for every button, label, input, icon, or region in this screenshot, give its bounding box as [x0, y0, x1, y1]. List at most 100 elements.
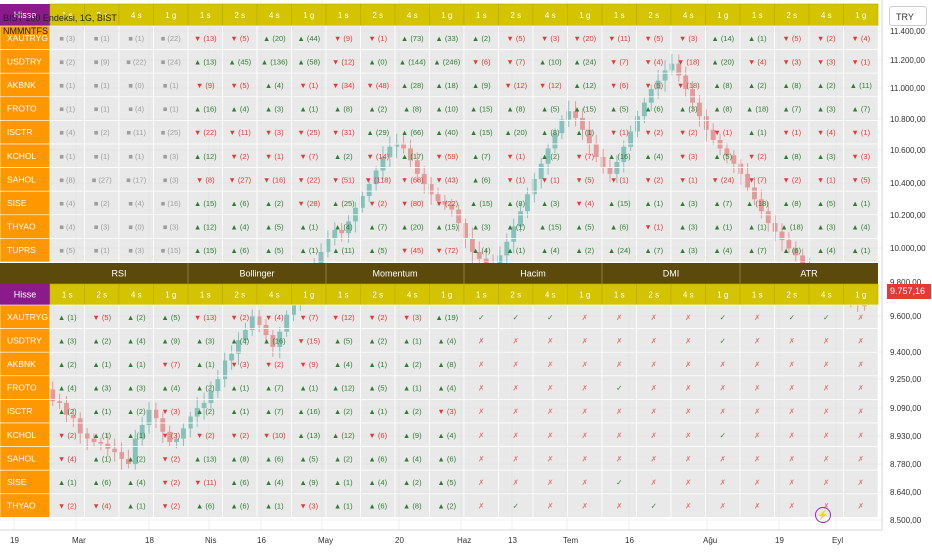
- timeframe-header-label: 2 s: [786, 291, 797, 300]
- signal-cell-value: ▲ (9): [472, 81, 491, 90]
- signal-cell-value: ✗: [685, 313, 691, 322]
- time-tick-label: 19: [10, 536, 19, 545]
- signal-cell-value: ✗: [478, 336, 484, 345]
- signal-cell-value: ▲ (2): [58, 407, 77, 416]
- signal-cell-value: ✗: [513, 384, 519, 393]
- signal-cell-value: ✗: [685, 336, 691, 345]
- signal-cell-value: ✗: [616, 336, 622, 345]
- timeframe-header-label: 1 g: [165, 11, 176, 20]
- signal-cell-value: ▲ (33): [435, 34, 458, 43]
- signal-cell-value: ■ (4): [59, 223, 75, 232]
- currency-button[interactable]: TRY: [889, 6, 927, 26]
- signal-cell-value: ✗: [651, 478, 657, 487]
- signal-cell-value: ✗: [513, 454, 519, 463]
- signal-cell-value: ▲ (20): [401, 223, 424, 232]
- signal-cell-value: ▲ (3): [196, 336, 215, 345]
- signal-cell-value: ■ (1): [94, 34, 110, 43]
- signal-cell-value: ■ (2): [94, 199, 110, 208]
- signal-cell-value: ▲ (3): [541, 199, 560, 208]
- time-axis-bg[interactable]: [0, 530, 882, 550]
- symbol-label: FROTO: [7, 383, 37, 393]
- signal-cell-value: ▼ (13): [194, 34, 217, 43]
- signal-cell-value: ✗: [651, 431, 657, 440]
- signal-cell-value: ▲ (136): [261, 57, 289, 66]
- signal-cell-value: ▲ (1): [748, 34, 767, 43]
- signal-cell-value: ▲ (5): [575, 223, 594, 232]
- signal-cell-value: ▲ (7): [782, 105, 801, 114]
- signal-cell-value: ✗: [616, 360, 622, 369]
- symbol-label: XAUTRYG: [7, 33, 48, 43]
- signal-cell-value: ✗: [789, 502, 795, 511]
- signal-cell-value: ▼ (6): [610, 81, 629, 90]
- price-axis-bg[interactable]: [882, 0, 932, 550]
- signal-cell-value: ✗: [478, 502, 484, 511]
- signal-cell-value: ▲ (12): [332, 384, 355, 393]
- signal-cell-value: ▲ (25): [332, 199, 355, 208]
- timeframe-header-label: 1 g: [303, 291, 314, 300]
- signal-cell-value: ▲ (16): [608, 152, 631, 161]
- lightning-event-icon[interactable]: ⚡: [815, 507, 831, 523]
- signal-cell-value: ▲ (5): [265, 223, 284, 232]
- signal-cell-value: ■ (3): [128, 246, 144, 255]
- signal-cell-value: ▲ (6): [265, 454, 284, 463]
- signal-cell-value: ✗: [754, 478, 760, 487]
- signal-cell-value: ▲ (4): [817, 246, 836, 255]
- chart-symbol-title[interactable]: BIST 100 Endeksi, 1G, BIST: [3, 13, 117, 23]
- signal-cell-value: ▲ (12): [332, 431, 355, 440]
- timeframe-header-label: 1 s: [62, 291, 73, 300]
- signal-cell-value: ▲ (2): [748, 81, 767, 90]
- timeframe-header-label: 2 s: [372, 11, 383, 20]
- indicator-short-name[interactable]: NMMNTFS: [3, 26, 48, 36]
- signal-cell-value: ✗: [616, 502, 622, 511]
- signal-cell-value: ▼ (5): [92, 313, 111, 322]
- signal-cell-value: ▲ (45): [228, 57, 251, 66]
- signal-cell-value: ▼ (2): [782, 175, 801, 184]
- signal-cell-value: ▼ (1): [610, 128, 629, 137]
- signal-cell-value: ▲ (2): [92, 336, 111, 345]
- signal-cell-value: ✗: [754, 336, 760, 345]
- signal-cell-value: ✗: [616, 454, 622, 463]
- signal-cell-value: ▲ (6): [230, 199, 249, 208]
- signal-cell-value: ▲ (18): [746, 199, 769, 208]
- signal-cell-value: ▼ (20): [573, 34, 596, 43]
- signal-cell-value: ▲ (18): [780, 223, 803, 232]
- timeframe-header-label: 1 s: [476, 291, 487, 300]
- signal-cell-value: ▲ (1): [92, 454, 111, 463]
- signal-cell-value: ▼ (2): [679, 128, 698, 137]
- signal-cell-value: ■ (1): [59, 152, 75, 161]
- signal-cell-value: ▼ (2): [368, 199, 387, 208]
- timeframe-header-label: 4 s: [407, 11, 418, 20]
- signal-cell-value: ▼ (7): [299, 152, 318, 161]
- signal-cell-value: ■ (3): [163, 152, 179, 161]
- signal-cell-value: ✗: [478, 360, 484, 369]
- signal-cell-value: ▼ (1): [782, 128, 801, 137]
- signal-cell-value: ✗: [858, 360, 864, 369]
- signal-cell-value: ▲ (2): [403, 360, 422, 369]
- timeframe-header-label: 1 g: [579, 291, 590, 300]
- timeframe-header-label: 1 s: [200, 291, 211, 300]
- signal-cell-value: ▲ (15): [608, 199, 631, 208]
- signal-cell-value: ▲ (1): [368, 360, 387, 369]
- signal-cell-value: ▼ (5): [230, 34, 249, 43]
- timeframe-header-label: 4 s: [269, 291, 280, 300]
- signal-cell-value: ▼ (6): [368, 431, 387, 440]
- signal-cell-value: ▲ (8): [403, 105, 422, 114]
- signal-cell-value: ■ (11): [127, 128, 147, 137]
- signal-cell-value: ▲ (6): [782, 246, 801, 255]
- signal-cell-value: ■ (1): [59, 81, 75, 90]
- symbol-label: AKBNK: [7, 359, 36, 369]
- symbol-label: SAHOL: [7, 453, 36, 463]
- signal-cell-value: ▲ (15): [573, 105, 596, 114]
- signal-cell-value: ▲ (11): [850, 81, 873, 90]
- signal-cell-value: ✗: [754, 431, 760, 440]
- signal-cell-value: ▲ (29): [366, 128, 389, 137]
- timeframe-header-label: 4 s: [545, 11, 556, 20]
- price-tick-label: 11.200,00: [890, 56, 926, 65]
- signal-cell-value: ▲ (6): [368, 454, 387, 463]
- signal-cell-value: ▲ (8): [437, 360, 456, 369]
- signal-cell-value: ▲ (1): [196, 360, 215, 369]
- signal-cell-value: ✗: [789, 407, 795, 416]
- price-tick-label: 9.600,00: [890, 312, 922, 321]
- price-tick-label: 11.400,00: [890, 27, 926, 36]
